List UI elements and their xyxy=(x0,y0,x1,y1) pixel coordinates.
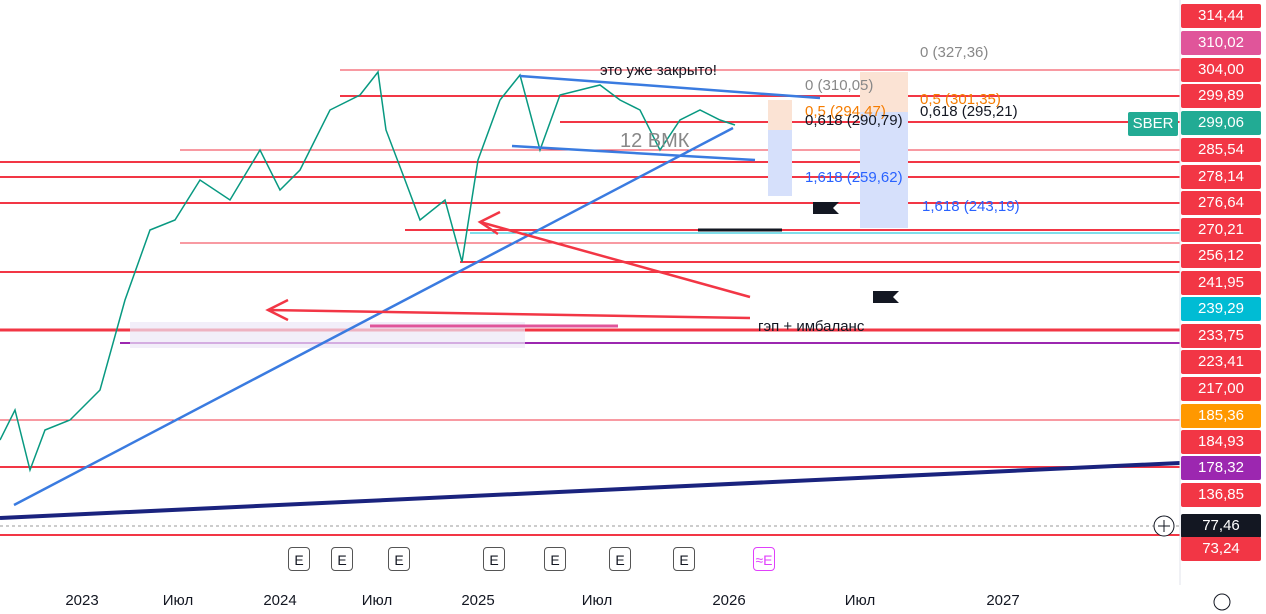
earnings-marker: E xyxy=(388,547,410,571)
price-label: 239,29 xyxy=(1181,297,1261,321)
plus-icon xyxy=(1158,520,1170,532)
annotation: это уже закрыто! xyxy=(600,62,717,79)
time-label: 2023 xyxy=(65,592,99,609)
fib-zone xyxy=(860,100,908,228)
price-label: 77,46 xyxy=(1181,514,1261,538)
price-label: 241,95 xyxy=(1181,271,1261,295)
price-label: 270,21 xyxy=(1181,218,1261,242)
time-label: Июл xyxy=(162,592,194,609)
price-label: 314,44 xyxy=(1181,4,1261,28)
price-label: 73,24 xyxy=(1181,537,1261,561)
fib-label: 0,618 (295,21) xyxy=(920,103,1018,120)
price-label: 185,36 xyxy=(1181,404,1261,428)
time-label: Июл xyxy=(581,592,613,609)
fib-label: 0 (310,05) xyxy=(805,77,874,94)
earnings-marker: E xyxy=(288,547,310,571)
annotation: гэп + имбаланс xyxy=(758,318,865,335)
settings-icon[interactable] xyxy=(1213,593,1231,611)
symbol-tag: SBER xyxy=(1128,112,1178,136)
fib-label: 0 (327,36) xyxy=(920,44,989,61)
trendline xyxy=(519,74,821,100)
time-label: Июл xyxy=(361,592,393,609)
earnings-marker: E xyxy=(673,547,695,571)
fib-zone xyxy=(860,72,908,112)
price-label: 184,93 xyxy=(1181,430,1261,454)
fib-label: 1,618 (243,19) xyxy=(922,198,1020,215)
price-trace xyxy=(0,70,736,473)
arrows xyxy=(265,210,751,322)
levels xyxy=(0,69,1180,536)
price-label: 178,32 xyxy=(1181,456,1261,480)
price-label: 278,14 xyxy=(1181,165,1261,189)
time-label: 2027 xyxy=(986,592,1020,609)
annotation: 12 ВМК xyxy=(620,130,690,152)
time-label: 2025 xyxy=(461,592,495,609)
earnings-marker: E xyxy=(331,547,353,571)
price-label: 299,06 xyxy=(1181,111,1261,135)
price-label: 223,41 xyxy=(1181,350,1261,374)
trendline xyxy=(13,126,734,507)
price-label: 310,02 xyxy=(1181,31,1261,55)
price-label: 256,12 xyxy=(1181,244,1261,268)
fib-label: 0,618 (290,79) xyxy=(805,112,903,129)
earnings-marker: E xyxy=(483,547,505,571)
trendline xyxy=(511,144,756,162)
price-label: 136,85 xyxy=(1181,483,1261,507)
flag xyxy=(813,202,839,214)
time-label: 2024 xyxy=(263,592,297,609)
fib-zone xyxy=(768,100,792,130)
earnings-marker: E xyxy=(544,547,566,571)
fib-label: 0,5 (294,47) xyxy=(805,103,886,120)
price-label: 276,64 xyxy=(1181,191,1261,215)
price-label: 217,00 xyxy=(1181,377,1261,401)
price-label: 233,75 xyxy=(1181,324,1261,348)
fib-label: 0,5 (301,35) xyxy=(920,91,1001,108)
earnings-marker: E xyxy=(609,547,631,571)
fib-label: 1,618 (259,62) xyxy=(805,169,903,186)
price-label: 285,54 xyxy=(1181,138,1261,162)
price-label: 304,00 xyxy=(1181,58,1261,82)
flag xyxy=(873,291,899,303)
earnings-marker: ≈E xyxy=(753,547,775,571)
time-label: Июл xyxy=(844,592,876,609)
time-label: 2026 xyxy=(712,592,746,609)
price-label: 299,89 xyxy=(1181,84,1261,108)
trendline xyxy=(0,461,1181,520)
